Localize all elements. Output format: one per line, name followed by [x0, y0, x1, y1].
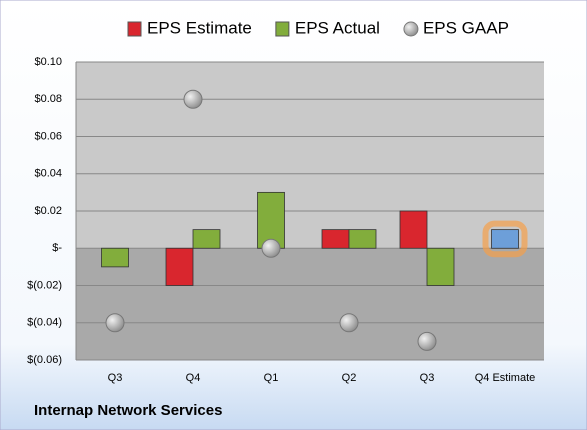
x-tick-label: Q1	[264, 372, 279, 384]
bar	[426, 247, 455, 286]
x-tick-label: Q3	[108, 372, 123, 384]
legend-swatch	[127, 21, 142, 37]
bar	[399, 210, 428, 249]
y-tick-label: $0.10	[34, 56, 62, 68]
x-tick-label: Q3	[420, 372, 435, 384]
bar	[348, 229, 377, 249]
marker	[417, 331, 437, 351]
bar	[321, 229, 350, 249]
plot-area-negative	[76, 248, 544, 360]
legend-label: EPS Actual	[295, 18, 380, 37]
bar	[101, 247, 129, 268]
x-tick-label: Q4	[186, 372, 201, 384]
y-tick-label: $0.02	[34, 205, 62, 217]
x-tick-label: Q4 Estimate	[475, 372, 536, 384]
marker	[183, 89, 203, 109]
legend-label: EPS Estimate	[147, 18, 252, 37]
marker	[339, 313, 359, 333]
bar	[192, 229, 221, 249]
legend-swatch	[275, 21, 290, 37]
y-tick-label: $-	[52, 242, 62, 254]
y-tick-label: $0.04	[34, 168, 62, 180]
y-tick-label: $0.08	[34, 93, 62, 105]
marker	[261, 238, 281, 258]
y-tick-label: $(0.02)	[27, 279, 62, 291]
y-tick-label: $(0.06)	[27, 354, 62, 366]
plot-area	[76, 62, 544, 249]
marker	[105, 313, 125, 333]
legend-label: EPS GAAP	[423, 18, 509, 37]
legend-swatch	[403, 21, 419, 37]
bar	[165, 247, 194, 286]
y-tick-label: $0.06	[34, 130, 62, 142]
highlight-glow	[482, 220, 528, 258]
bar	[491, 229, 519, 249]
x-tick-label: Q2	[342, 372, 357, 384]
chart-title: Internap Network Services	[34, 402, 222, 419]
y-tick-label: $(0.04)	[27, 317, 62, 329]
